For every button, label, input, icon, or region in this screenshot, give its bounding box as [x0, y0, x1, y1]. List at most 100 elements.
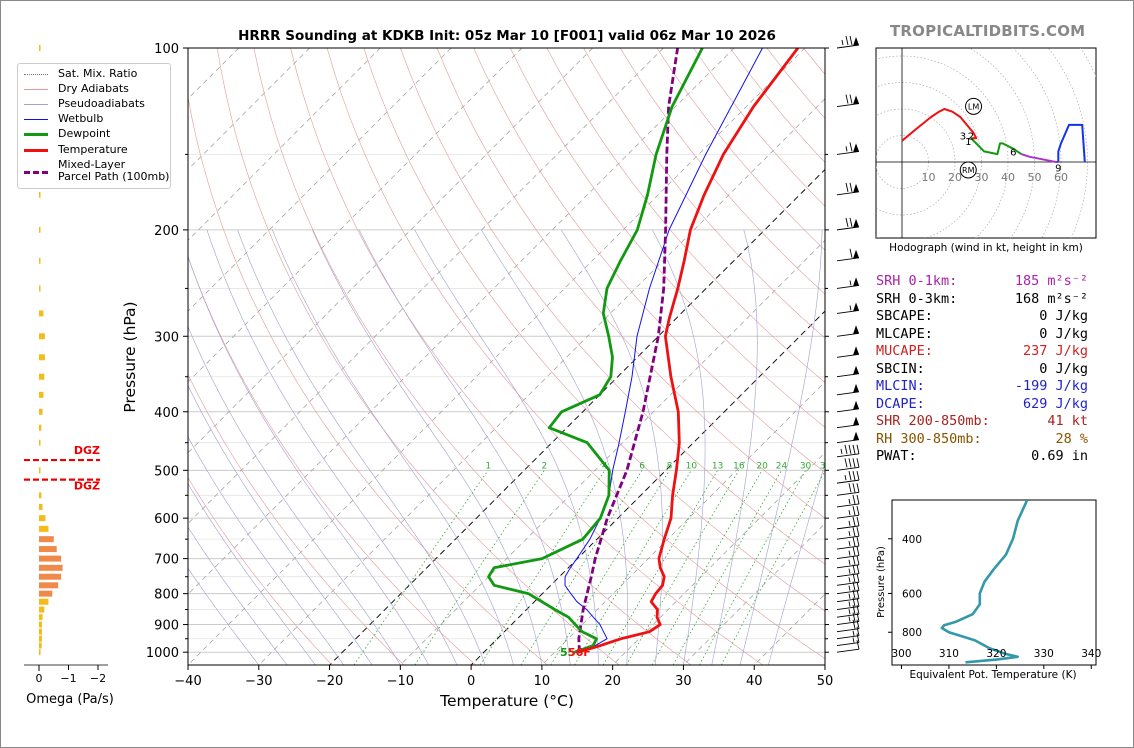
omega-bar	[39, 285, 41, 292]
legend-swatch	[24, 104, 48, 105]
omega-axis-label: Omega (Pa/s)	[26, 692, 114, 707]
barb-full	[844, 458, 848, 468]
barb-pennant	[853, 183, 859, 193]
stat-key: SBCAPE:	[876, 308, 933, 324]
theta-e-line	[940, 500, 1029, 664]
barb-staff	[836, 628, 860, 633]
legend-swatch	[24, 133, 48, 136]
isotherm-line	[541, 381, 825, 665]
stat-value: 0.69 in	[1031, 448, 1088, 464]
wind-barb	[836, 619, 860, 633]
wind-barb	[836, 494, 860, 508]
stat-value: 0 J/kg	[1039, 360, 1088, 377]
wind-barb	[836, 626, 860, 640]
pseudoadiabat-line	[188, 526, 288, 665]
barb-staff	[836, 453, 860, 458]
barb-full	[856, 546, 860, 556]
omega-tick-label: −1	[60, 672, 76, 685]
wind-barbs	[836, 35, 860, 653]
barb-half	[848, 540, 851, 547]
wetbulb-line	[564, 48, 763, 653]
barb-full	[852, 444, 856, 454]
mixing-ratio-label: 6	[639, 461, 645, 471]
isotherm-line	[470, 310, 825, 665]
barb-full	[856, 444, 860, 454]
omega-bar	[39, 555, 62, 562]
barb-full	[856, 516, 860, 526]
barb-full	[856, 626, 860, 636]
barb-full	[852, 458, 856, 468]
omega-bar	[39, 614, 43, 621]
y-tick-label: 700	[154, 553, 179, 568]
isotherm-line	[188, 48, 523, 383]
barb-staff	[836, 491, 860, 496]
mixing-ratio-label: 24	[776, 461, 788, 471]
theta-e-x-tick-label: 320	[986, 648, 1006, 660]
barb-staff	[836, 503, 860, 508]
theta-e-x-tick-label: 330	[1034, 648, 1054, 660]
barb-half	[845, 146, 848, 152]
pseudoadiabat-line	[206, 229, 458, 665]
dry-adiabat-line	[188, 476, 333, 665]
dry-adiabat-line	[473, 48, 825, 473]
temperature-line	[577, 48, 800, 654]
pseudoadiabat-line	[358, 229, 571, 665]
stat-value: 185 m²s⁻²	[1014, 273, 1088, 289]
isotherm-line	[400, 239, 825, 665]
omega-bar	[39, 310, 44, 317]
wind-barb	[836, 633, 860, 646]
x-tick-label: 50	[817, 674, 834, 689]
omega-bar	[39, 354, 45, 361]
pseudoadiabat-line	[237, 229, 486, 665]
dry-adiabat-line	[510, 48, 825, 428]
chart-title: HRRR Sounding at KDKB Init: 05z Mar 10 […	[238, 28, 776, 44]
hodograph-segment	[1057, 123, 1086, 163]
hodograph-ring-label: 50	[1028, 171, 1042, 184]
barb-pennant	[853, 95, 859, 105]
legend-swatch	[24, 171, 48, 174]
omega-bar	[39, 525, 49, 532]
omega-bar	[39, 439, 41, 446]
omega-bar	[39, 373, 45, 380]
legend-label: Dry Adiabats	[58, 82, 129, 95]
mixing-ratio-line	[651, 470, 763, 665]
wind-barb	[836, 536, 860, 550]
barb-full	[844, 444, 848, 454]
pseudoadiabat-line	[188, 483, 316, 665]
barb-staff	[836, 635, 860, 640]
stat-value: 41 kt	[1047, 413, 1088, 429]
skewt-axes: −40 −30 −20 −10 0 10 20 30 40 50 100 200 300 400 500 60…	[146, 42, 833, 689]
lm-marker-label: LM	[968, 102, 979, 111]
wind-barb	[836, 277, 860, 289]
legend-swatch	[24, 74, 48, 75]
omega-bar	[39, 564, 63, 571]
hodograph-height-label: 3	[960, 132, 966, 143]
theta-e-x-tick-label: 310	[939, 648, 959, 660]
barb-half	[848, 510, 851, 516]
wind-barb	[836, 483, 860, 496]
mixing-ratio-label: 30	[800, 461, 812, 471]
hodograph-caption: Hodograph (wind in kt, height in km)	[889, 242, 1083, 254]
theta-e-y-label: Pressure (hPa)	[876, 546, 887, 618]
wind-barb	[836, 564, 860, 578]
wind-barb	[836, 35, 860, 49]
pseudoadiabat-line	[481, 229, 629, 665]
stat-value: -199 J/kg	[1014, 378, 1088, 394]
wind-barb	[836, 94, 860, 107]
legend-swatch	[24, 149, 48, 152]
stat-value: 237 J/kg	[1022, 343, 1088, 359]
hodograph-height-label: 2	[968, 132, 974, 143]
barb-full	[852, 619, 856, 629]
stat-key: SRH 0-3km:	[876, 290, 958, 307]
barb-full	[852, 494, 856, 505]
pseudoadiabat-line	[188, 325, 401, 665]
x-axis-label: Temperature (°C)	[439, 692, 574, 710]
barb-half	[848, 601, 851, 607]
mixing-ratio-line	[602, 470, 718, 665]
isotherm-line	[683, 523, 825, 665]
hodograph-ring-label: 60	[1054, 171, 1068, 184]
barb-half	[848, 520, 851, 526]
omega-bar	[39, 582, 59, 589]
barb-full	[849, 217, 853, 227]
barb-full	[856, 564, 860, 574]
